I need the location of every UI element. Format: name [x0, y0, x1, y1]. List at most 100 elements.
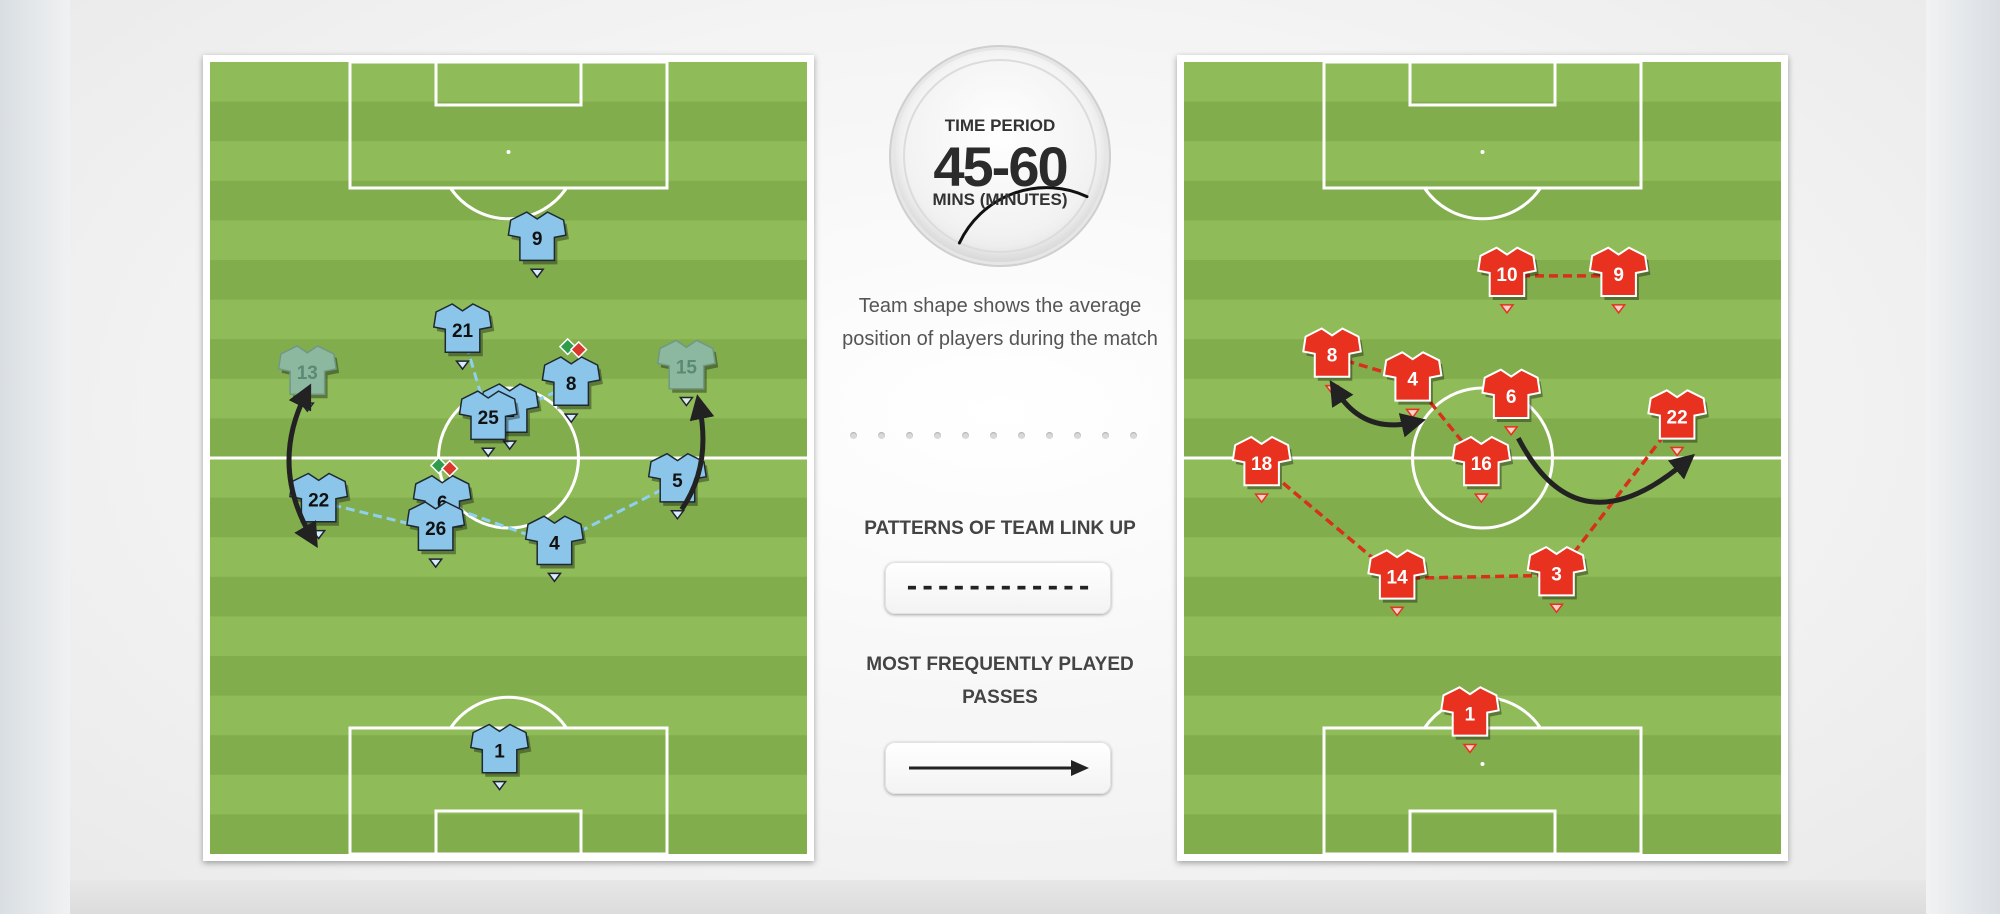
player-home-1[interactable]: 1	[469, 723, 532, 791]
pitch-stripe	[1184, 339, 1781, 380]
home-pitch: 9211315822552262641	[203, 55, 814, 861]
pager-dot[interactable]	[962, 432, 969, 439]
player-away-18[interactable]: 18	[1231, 435, 1294, 504]
player-away-14[interactable]: 14	[1367, 549, 1429, 617]
pager-dot[interactable]	[1074, 432, 1081, 439]
sub-out-icon	[440, 459, 459, 478]
dashed-line-symbol: ------------	[904, 572, 1092, 602]
pitch-stripe	[1184, 497, 1781, 538]
player-home-21[interactable]: 21	[432, 303, 495, 371]
player-number: 5	[672, 471, 683, 492]
link-up-legend-title: PATTERNS OF TEAM LINK UP	[864, 518, 1136, 539]
player-home-9[interactable]: 9	[507, 211, 569, 279]
link-up-legend-box: ------------	[885, 562, 1111, 614]
position-marker-icon	[563, 413, 579, 424]
pager-dot[interactable]	[878, 432, 885, 439]
position-marker-icon	[455, 360, 471, 371]
player-away-22[interactable]: 22	[1647, 389, 1709, 457]
pager-dot[interactable]	[906, 432, 913, 439]
player-number: 22	[1667, 407, 1688, 428]
player-number: 3	[1551, 564, 1562, 585]
time-period-value: 45-60	[933, 135, 1068, 198]
shirt-icon	[1451, 435, 1512, 487]
pitch-stripe	[210, 299, 807, 340]
shirt-icon	[1367, 549, 1428, 600]
player-away-3[interactable]: 3	[1526, 545, 1589, 614]
passes-legend-title: MOST FREQUENTLY PLAYED PASSES	[866, 654, 1134, 708]
player-home-8[interactable]: 8	[541, 337, 603, 424]
player-number: 15	[676, 358, 698, 379]
shirt-icon	[406, 501, 466, 552]
time-progress-arc	[957, 186, 1089, 245]
shirt-icon	[432, 303, 493, 354]
shirt-icon	[1647, 389, 1708, 440]
shirt-icon	[1231, 435, 1292, 487]
shirt-icon	[1588, 246, 1649, 297]
shirt-icon	[1481, 368, 1542, 419]
player-number: 9	[1613, 265, 1624, 286]
pitch-stripe	[1184, 616, 1781, 657]
player-away-9[interactable]: 9	[1588, 246, 1651, 315]
pager-dot[interactable]	[850, 432, 857, 439]
shirt-icon	[656, 339, 717, 390]
player-home-25[interactable]: 25	[458, 390, 521, 458]
player-away-8[interactable]: 8	[1302, 327, 1364, 395]
shirt-icon	[469, 723, 530, 774]
shirt-icon	[524, 515, 585, 566]
link-up-line	[1555, 417, 1679, 577]
shirt-icon	[507, 211, 567, 262]
position-marker-icon	[1473, 493, 1489, 504]
pitch-stripe	[210, 537, 807, 578]
time-period-unit: MINS (MINUTES)	[932, 190, 1068, 209]
player-home-4[interactable]: 4	[524, 515, 587, 583]
pitch-stripe	[1184, 537, 1781, 578]
pitch-stripe	[1184, 62, 1781, 103]
shirt-icon	[1302, 327, 1362, 378]
position-marker-icon	[546, 572, 562, 583]
position-marker-icon	[428, 558, 444, 569]
pitch-stripe	[210, 141, 807, 182]
pitch-stripe	[1184, 576, 1781, 617]
player-away-10[interactable]: 10	[1477, 246, 1539, 315]
pager-dot[interactable]	[1130, 432, 1137, 439]
player-number: 8	[1327, 346, 1338, 367]
player-home-15[interactable]: 15	[656, 339, 719, 407]
shirt-icon	[541, 356, 601, 407]
player-number: 10	[1496, 265, 1517, 286]
away-pitch: 10 9 8 4 6 22 18 16 14 3 1	[1177, 55, 1788, 861]
player-away-1[interactable]: 1	[1440, 686, 1502, 754]
passes-legend-box	[885, 742, 1111, 794]
arrow-icon	[909, 760, 1089, 776]
shirt-icon	[1440, 686, 1500, 737]
pager-dot[interactable]	[1018, 432, 1025, 439]
sub-out-icon	[569, 340, 588, 359]
player-number: 6	[437, 493, 448, 514]
pass-arrow	[1329, 380, 1427, 438]
pitch-stripe	[1184, 735, 1781, 776]
pager-dot[interactable]	[990, 432, 997, 439]
player-number: 4	[549, 533, 560, 554]
position-marker-icon	[1549, 603, 1565, 614]
position-marker-icon	[1611, 304, 1627, 315]
position-marker-icon	[1254, 493, 1270, 504]
pager-dot[interactable]	[934, 432, 941, 439]
player-number: 8	[566, 374, 577, 395]
position-marker-icon	[678, 396, 694, 407]
pager-dot[interactable]	[1102, 432, 1109, 439]
pitch-stripe	[1184, 101, 1781, 142]
pitch-stripe	[210, 814, 807, 854]
player-number: 1	[1465, 704, 1476, 725]
position-marker-icon	[492, 780, 508, 791]
player-number: 22	[308, 491, 329, 512]
position-marker-icon	[1503, 426, 1519, 437]
pitch-stripe	[1184, 141, 1781, 182]
player-home-26[interactable]: 26	[406, 501, 468, 569]
time-period-dial[interactable]: TIME PERIOD 45-60 MINS (MINUTES)	[894, 50, 1106, 262]
player-number: 1	[494, 742, 505, 763]
pager-dot[interactable]	[1046, 432, 1053, 439]
position-marker-icon	[1389, 606, 1405, 617]
player-away-6[interactable]: 6	[1481, 368, 1543, 437]
player-number: 13	[297, 363, 318, 384]
shirt-icon	[1526, 545, 1587, 597]
player-away-16[interactable]: 16	[1451, 435, 1514, 504]
